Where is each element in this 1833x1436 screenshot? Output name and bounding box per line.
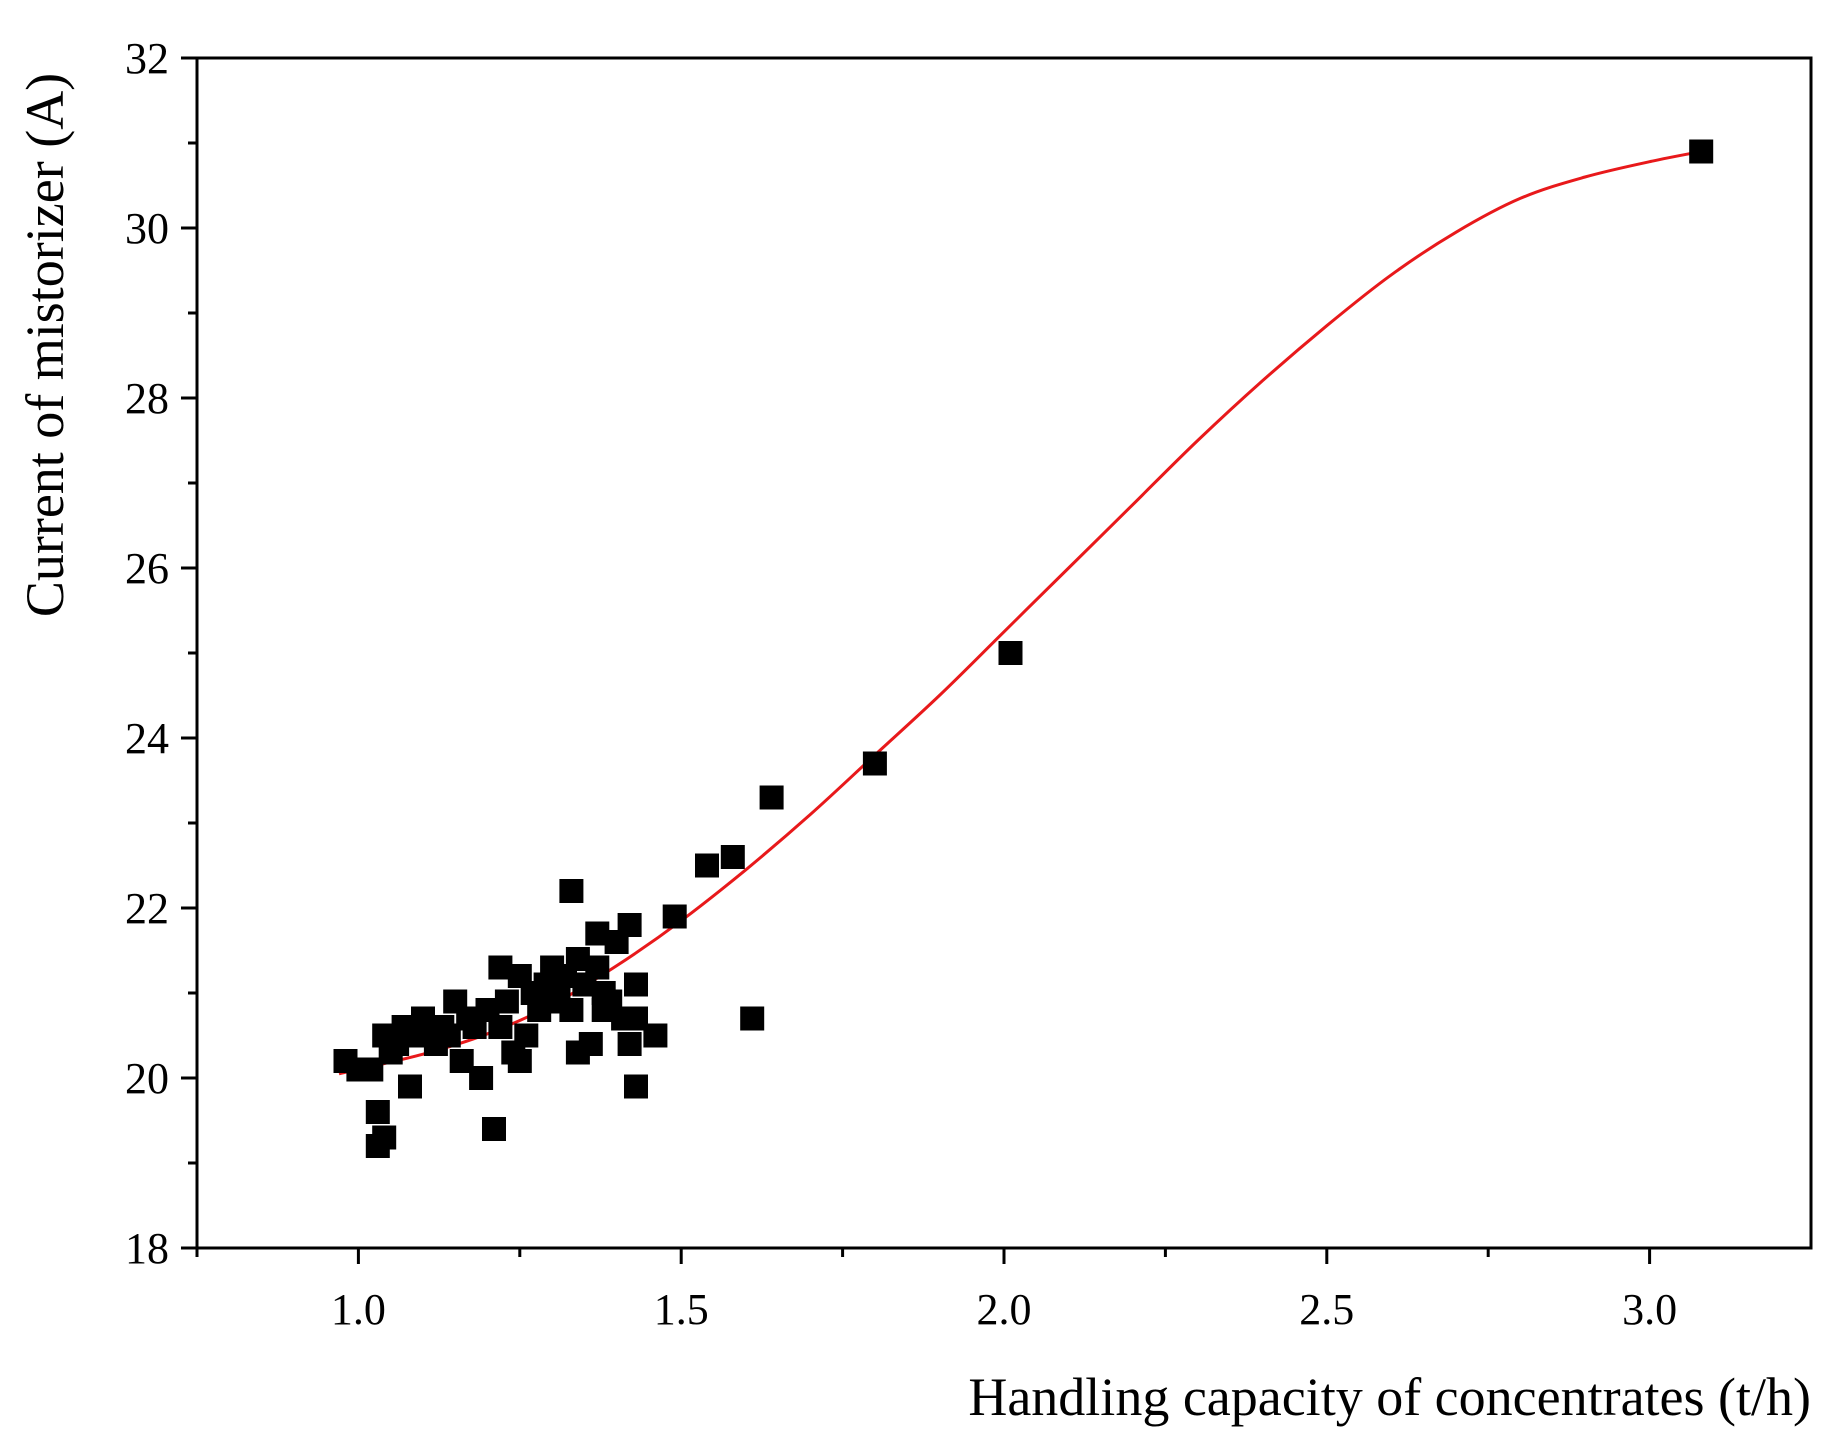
fit-curve [338, 150, 1702, 1076]
data-point [1689, 139, 1714, 164]
data-point [482, 1117, 506, 1141]
data-point [862, 751, 887, 776]
data-point [559, 998, 584, 1022]
y-tick-label: 22 [125, 884, 169, 933]
y-tick-label: 30 [125, 204, 169, 253]
x-axis: 1.0 1.5 2.0 2.5 3.0 [195, 1248, 1677, 1334]
x-tick-label: 3.0 [1622, 1285, 1677, 1334]
y-axis: 18 20 22 24 26 28 30 32 [125, 34, 197, 1273]
data-point [507, 1049, 532, 1073]
data-point [372, 1125, 397, 1150]
data-point [662, 904, 687, 929]
y-axis-title: Current of mistorizer (A) [15, 73, 75, 617]
data-point [398, 1074, 422, 1099]
y-tick-label: 24 [125, 714, 169, 763]
fit-curve-layer [338, 150, 1702, 1076]
data-point [624, 972, 648, 997]
data-point [469, 1066, 494, 1090]
data-point [514, 1023, 539, 1048]
data-point [624, 1074, 648, 1099]
y-tick-label: 32 [125, 34, 169, 83]
data-point [720, 845, 745, 869]
x-tick-label: 1.0 [331, 1285, 386, 1334]
x-tick-label: 2.0 [977, 1285, 1032, 1334]
data-point [617, 913, 642, 937]
data-point [559, 879, 584, 903]
x-axis-title: Handling capacity of concentrates (t/h) [968, 1367, 1811, 1427]
y-tick-label: 28 [125, 374, 169, 423]
data-point [759, 785, 784, 810]
data-point [365, 1100, 390, 1124]
x-tick-label: 1.5 [654, 1285, 709, 1334]
data-point [740, 1006, 765, 1031]
data-point [998, 641, 1023, 665]
data-point [695, 853, 719, 878]
y-tick-label: 18 [125, 1224, 169, 1273]
data-point [488, 1015, 513, 1039]
y-tick-label: 26 [125, 544, 169, 593]
data-point [643, 1023, 668, 1048]
data-point [494, 989, 519, 1014]
y-tick-label: 20 [125, 1054, 169, 1103]
data-point [585, 955, 610, 980]
data-point [578, 1032, 603, 1056]
x-tick-label: 2.5 [1299, 1285, 1354, 1334]
data-points-layer [333, 139, 1714, 1158]
data-point [617, 1032, 642, 1056]
